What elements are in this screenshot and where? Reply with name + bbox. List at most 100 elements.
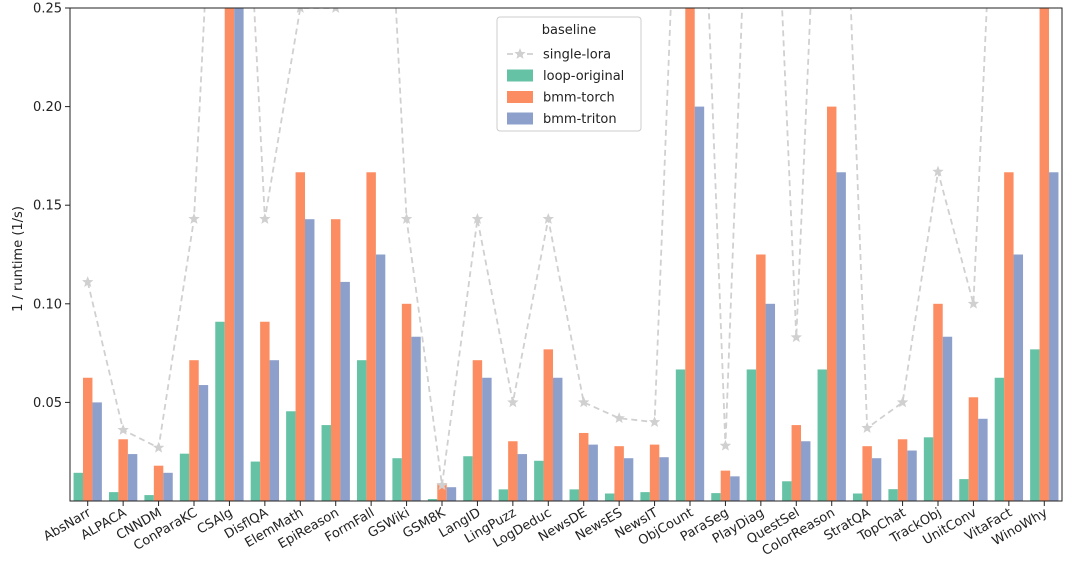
bar-bmm-torch-csalg	[224, 8, 235, 501]
bar-bmm-torch-cnndm	[153, 465, 164, 501]
legend-marker-single-lora	[514, 48, 526, 59]
bar-loop-original-cnndm	[144, 495, 154, 501]
line-single-lora	[86, 8, 988, 486]
bar-bmm-torch-lingpuzz	[508, 441, 518, 501]
bar-bmm-triton-conparakc	[198, 385, 209, 501]
bar-bmm-triton-cnndm	[163, 472, 173, 501]
bar-bmm-triton-stratqa	[871, 458, 882, 501]
bar-bmm-triton-absnarr	[92, 402, 102, 501]
bar-loop-original-colorreason	[817, 369, 827, 501]
marker-single-lora-alpaca	[117, 424, 129, 435]
marker-single-lora-cnndm	[152, 441, 165, 453]
bar-bmm-triton-gsm8k	[446, 487, 457, 501]
bar-loop-original-trackobj	[923, 437, 934, 501]
bar-loop-original-stratqa	[852, 493, 863, 501]
bar-loop-original-unitconv	[959, 479, 969, 501]
bar-loop-original-topchat	[888, 489, 898, 501]
bar-loop-original-newsde	[569, 489, 579, 501]
legend-label-loop-original: loop-original	[543, 69, 624, 84]
bar-bmm-triton-elemmath	[305, 219, 315, 501]
bar-bmm-torch-vitafact	[1004, 172, 1014, 501]
bar-loop-original-gsm8k	[427, 499, 438, 501]
bar-bmm-triton-paraseg	[730, 476, 740, 501]
bar-bmm-torch-newsit	[649, 444, 660, 501]
marker-single-lora-gsm8k	[436, 479, 448, 491]
bar-loop-original-absnarr	[73, 472, 83, 501]
bar-loop-original-paraseg	[711, 493, 721, 501]
marker-single-lora-elemmath	[296, 8, 304, 13]
bar-bmm-triton-objcount	[694, 106, 705, 501]
y-axis-title: 1 / runtime (1/s)	[11, 206, 26, 312]
bar-loop-original-alpaca	[108, 492, 119, 501]
marker-single-lora-lingpuzz	[507, 396, 519, 408]
bar-loop-original-gswiki	[392, 458, 402, 501]
bar-bmm-triton-winowhy	[1049, 172, 1059, 501]
bar-bmm-torch-questsel	[791, 425, 802, 501]
bar-bmm-torch-paraseg	[720, 470, 731, 501]
marker-single-lora-epireason	[332, 8, 340, 13]
marker-single-lora-logdeduc	[542, 213, 554, 224]
bar-bmm-triton-newsit	[659, 457, 669, 501]
bar-bmm-torch-gsm8k	[437, 483, 447, 501]
bar-bmm-torch-logdeduc	[543, 349, 554, 501]
bar-loop-original-conparakc	[179, 453, 190, 501]
bar-bmm-torch-conparakc	[189, 360, 199, 501]
bar-bmm-torch-objcount	[685, 8, 695, 501]
marker-single-lora-newsde	[578, 396, 590, 408]
bar-bmm-triton-newsde	[588, 444, 598, 501]
marker-single-lora-langid	[471, 213, 484, 224]
bar-bmm-torch-langid	[472, 360, 483, 501]
bar-bmm-triton-trackobj	[942, 336, 953, 501]
bar-bmm-triton-disflqa	[269, 360, 280, 501]
plot-area	[73, 8, 1059, 501]
y-tick-label: 0.10	[33, 297, 62, 312]
marker-single-lora-disflqa	[259, 213, 271, 224]
y-tick-label: 0.15	[33, 199, 62, 214]
bar-loop-original-disflqa	[250, 461, 261, 501]
marker-single-lora-gswiki	[400, 213, 413, 224]
bar-bmm-torch-alpaca	[118, 439, 128, 501]
bar-bmm-triton-langid	[482, 377, 492, 501]
bar-loop-original-lingpuzz	[498, 489, 509, 501]
bar-bmm-torch-winowhy	[1039, 8, 1050, 501]
y-tick-label: 0.25	[33, 2, 62, 17]
bar-bmm-torch-trackobj	[933, 303, 943, 501]
bar-loop-original-logdeduc	[534, 460, 544, 501]
bar-bmm-torch-elemmath	[295, 172, 306, 501]
bar-bmm-torch-formfall	[366, 172, 376, 501]
marker-single-lora-absnarr	[82, 276, 94, 287]
bar-loop-original-newsit	[640, 492, 650, 501]
bar-loop-original-newses	[604, 493, 615, 501]
bar-bmm-triton-gswiki	[411, 336, 421, 501]
bar-loop-original-csalg	[215, 321, 225, 501]
bar-loop-original-langid	[463, 456, 473, 501]
bar-bmm-triton-unitconv	[978, 418, 988, 501]
y-tick-label: 0.20	[33, 100, 62, 115]
bar-bmm-triton-lingpuzz	[517, 454, 528, 501]
bar-bmm-triton-logdeduc	[553, 377, 563, 501]
legend-label-single-lora: single-lora	[543, 48, 611, 63]
bar-bmm-triton-playdiag	[765, 303, 776, 501]
marker-single-lora-newsit	[648, 416, 661, 427]
bar-loop-original-elemmath	[286, 411, 296, 501]
bar-bmm-torch-epireason	[330, 219, 341, 501]
bar-bmm-torch-newses	[614, 446, 624, 501]
legend-swatch-bmm-torch	[507, 91, 533, 103]
marker-single-lora-paraseg	[719, 439, 732, 451]
bar-bmm-torch-playdiag	[756, 254, 766, 501]
legend: baseline single-lora loop-original bmm-torc…	[496, 16, 642, 132]
bar-loop-original-winowhy	[1030, 349, 1040, 501]
legend-swatch-loop-original	[507, 69, 533, 82]
marker-single-lora-stratqa	[861, 422, 873, 433]
bar-bmm-triton-topchat	[907, 450, 917, 501]
legend-swatch-bmm-triton	[507, 112, 533, 125]
bar-bmm-torch-disflqa	[260, 321, 270, 501]
legend-label-bmm-triton: bmm-triton	[543, 112, 617, 127]
bar-bmm-triton-vitafact	[1013, 254, 1024, 501]
marker-single-lora-topchat	[896, 396, 909, 408]
bar-bmm-triton-alpaca	[127, 454, 138, 501]
bar-bmm-triton-epireason	[340, 281, 350, 501]
bar-bmm-torch-absnarr	[82, 377, 93, 501]
bar-bmm-triton-formfall	[375, 254, 386, 501]
